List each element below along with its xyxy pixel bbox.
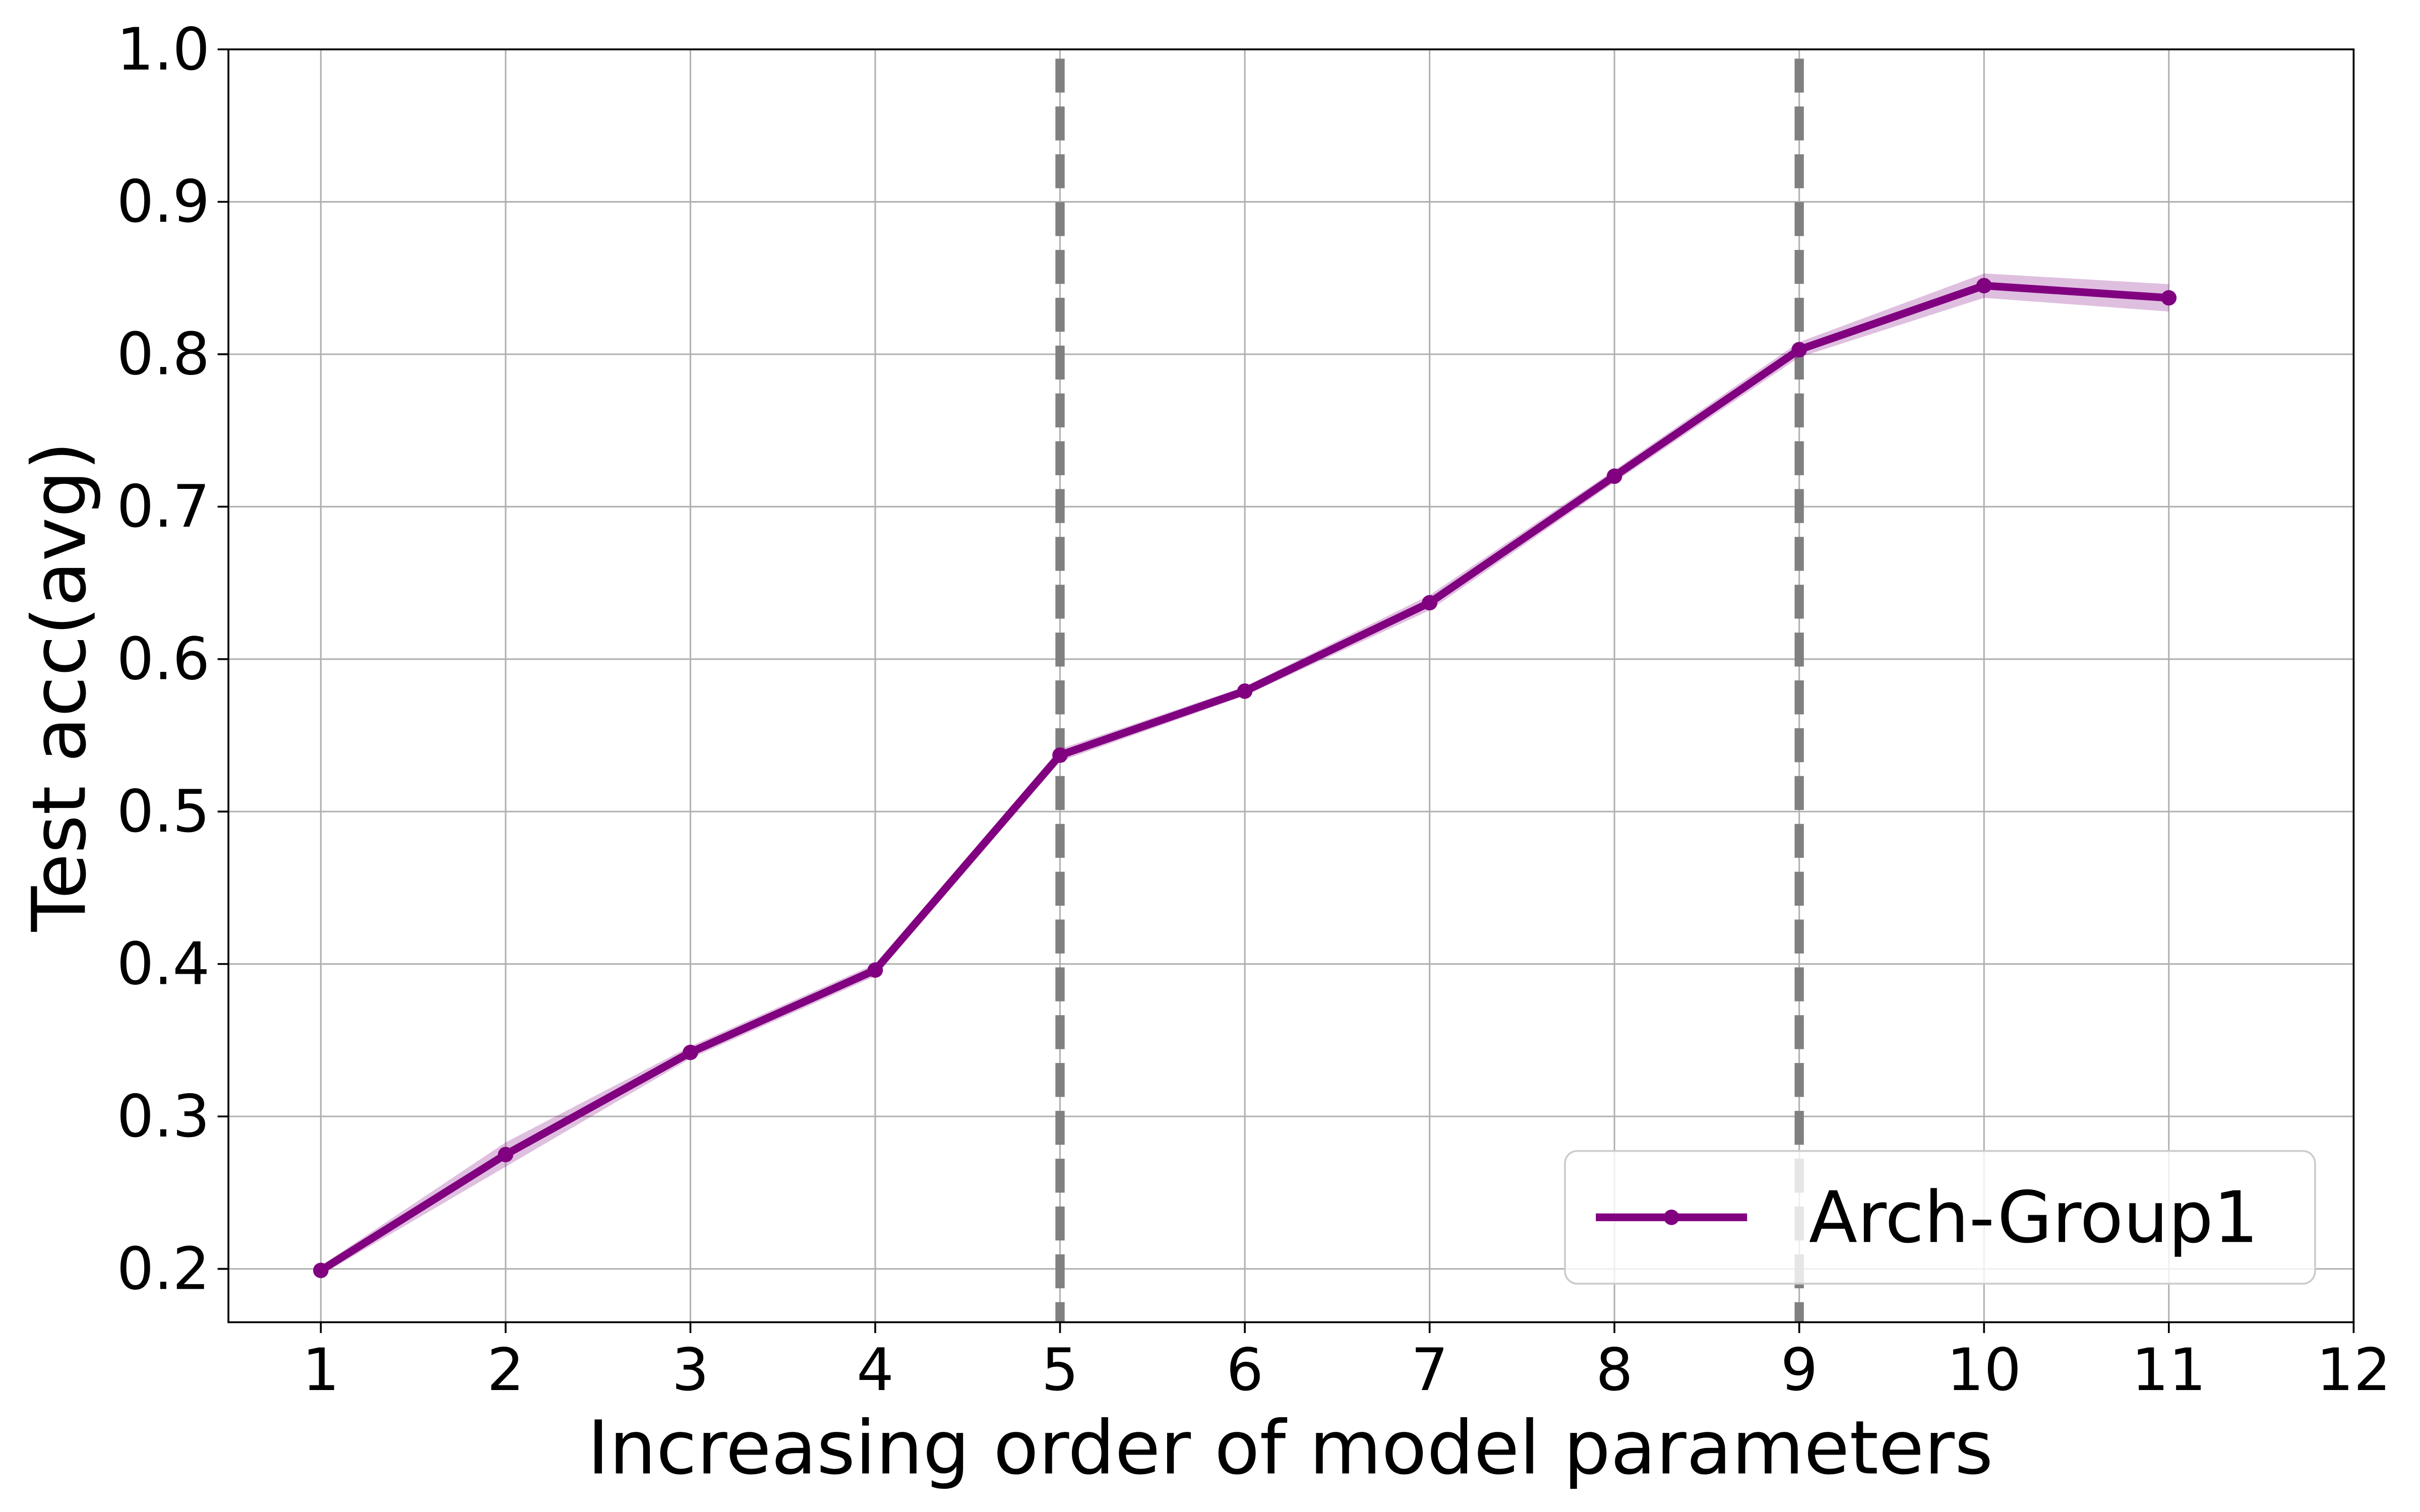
y-tick-label: 0.8 [116,321,210,389]
point [2161,290,2177,306]
point [1976,278,1992,294]
plot-area [313,58,2177,1322]
x-tick-label: 4 [857,1336,894,1404]
x-tick-label: 7 [1411,1336,1448,1404]
y-tick-label: 0.5 [116,778,210,846]
x-tick-label: 9 [1781,1336,1818,1404]
y-tick-label: 1.0 [116,16,210,84]
point [313,1263,329,1278]
x-axis-label: Increasing order of model parameters [587,1405,1993,1491]
point [1237,683,1253,699]
y-tick-label: 0.9 [116,168,210,236]
y-tick-label: 0.6 [116,625,210,694]
point [1422,595,1437,611]
axes-frame [227,48,2355,1324]
x-tick-label: 12 [2316,1336,2391,1404]
legend-box [1564,1150,2316,1285]
x-tick-label: 6 [1226,1336,1263,1404]
legend: Arch-Group1 [1564,1150,2316,1285]
x-tick-label: 2 [487,1336,524,1404]
x-tick-label: 8 [1596,1336,1633,1404]
point [867,962,883,978]
y-tick-label: 0.7 [116,473,210,541]
x-tick-label: 3 [672,1336,709,1404]
point [1052,747,1068,763]
y-tick-label: 0.2 [116,1235,210,1303]
point [498,1147,514,1163]
x-tick-label: 1 [302,1336,339,1404]
point [683,1044,698,1060]
x-tick-label: 10 [1947,1336,2021,1404]
point [1606,468,1622,484]
y-tick-label: 0.4 [116,930,210,998]
x-tick-label: 5 [1042,1336,1079,1404]
legend-label: Arch-Group1 [1809,1176,2259,1259]
y-axis-label: Test acc(avg) [16,442,102,932]
legend-marker [1664,1210,1679,1225]
y-tick-label: 0.3 [116,1083,210,1151]
x-tick-label: 11 [2132,1336,2206,1404]
point [1791,342,1807,358]
